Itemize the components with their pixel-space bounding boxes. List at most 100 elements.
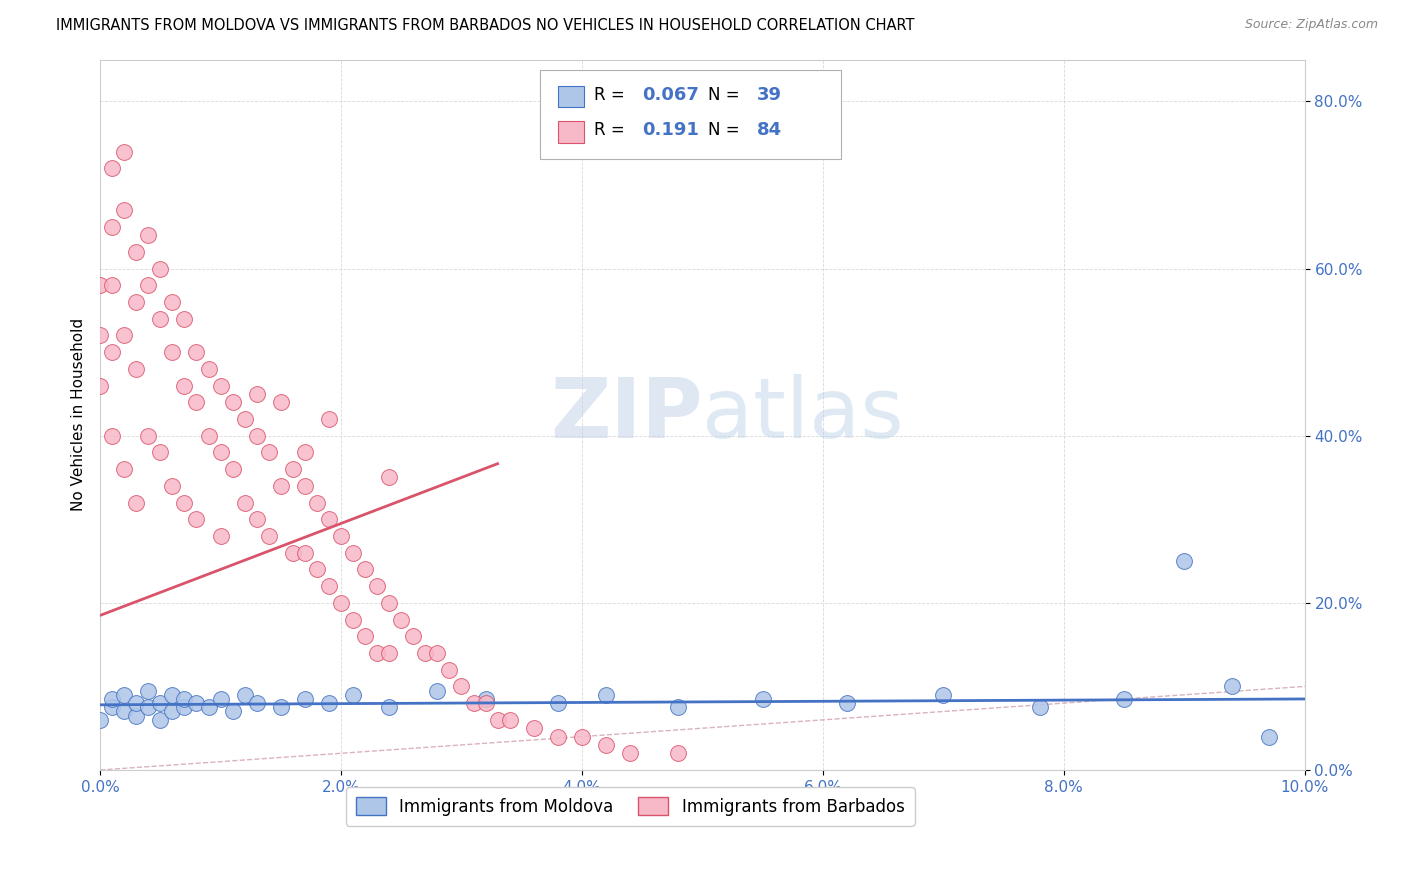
Point bbox=[294, 479, 316, 493]
Point bbox=[125, 361, 148, 376]
Point bbox=[89, 713, 111, 727]
Point bbox=[197, 361, 219, 376]
Point bbox=[186, 512, 208, 526]
Point bbox=[149, 311, 172, 326]
Point bbox=[318, 579, 340, 593]
Point bbox=[233, 495, 256, 509]
Point bbox=[547, 696, 569, 710]
Point bbox=[162, 345, 184, 359]
Point bbox=[173, 311, 195, 326]
Point bbox=[474, 692, 496, 706]
Point bbox=[523, 721, 546, 735]
Point bbox=[595, 688, 617, 702]
Point bbox=[101, 692, 124, 706]
Point bbox=[932, 688, 955, 702]
Point bbox=[426, 646, 449, 660]
Point bbox=[257, 445, 280, 459]
Legend: Immigrants from Moldova, Immigrants from Barbados: Immigrants from Moldova, Immigrants from… bbox=[346, 788, 914, 826]
Point bbox=[221, 705, 243, 719]
Point bbox=[136, 683, 159, 698]
Point bbox=[221, 462, 243, 476]
Point bbox=[1222, 680, 1244, 694]
Point bbox=[378, 470, 401, 484]
Point bbox=[246, 387, 269, 401]
Point bbox=[89, 378, 111, 392]
Text: ZIP: ZIP bbox=[550, 375, 703, 455]
Point bbox=[197, 428, 219, 442]
Point bbox=[571, 730, 593, 744]
Point bbox=[1028, 700, 1050, 714]
Point bbox=[378, 700, 401, 714]
Text: Source: ZipAtlas.com: Source: ZipAtlas.com bbox=[1244, 18, 1378, 31]
Y-axis label: No Vehicles in Household: No Vehicles in Household bbox=[72, 318, 86, 511]
Point bbox=[136, 428, 159, 442]
FancyBboxPatch shape bbox=[558, 121, 585, 143]
Point bbox=[450, 680, 472, 694]
Point bbox=[342, 546, 364, 560]
Point bbox=[246, 512, 269, 526]
Point bbox=[294, 692, 316, 706]
Point bbox=[366, 579, 388, 593]
Point bbox=[257, 529, 280, 543]
Point bbox=[294, 445, 316, 459]
Point bbox=[486, 713, 509, 727]
Point bbox=[101, 428, 124, 442]
Point bbox=[1257, 730, 1279, 744]
Point bbox=[101, 278, 124, 293]
Point bbox=[149, 445, 172, 459]
Point bbox=[342, 688, 364, 702]
FancyBboxPatch shape bbox=[540, 70, 841, 159]
Text: N =: N = bbox=[709, 86, 745, 103]
Point bbox=[136, 278, 159, 293]
Point bbox=[246, 696, 269, 710]
Point bbox=[125, 696, 148, 710]
Point bbox=[666, 700, 689, 714]
Point bbox=[162, 295, 184, 310]
Text: 84: 84 bbox=[756, 121, 782, 139]
Point bbox=[366, 646, 388, 660]
Point bbox=[595, 738, 617, 752]
Point bbox=[1173, 554, 1195, 568]
Point bbox=[354, 562, 377, 576]
Point bbox=[186, 395, 208, 409]
Point bbox=[149, 696, 172, 710]
Point bbox=[318, 412, 340, 426]
Point bbox=[112, 328, 135, 343]
Point bbox=[270, 479, 292, 493]
Point bbox=[197, 700, 219, 714]
Point bbox=[294, 546, 316, 560]
Point bbox=[270, 395, 292, 409]
Point bbox=[186, 696, 208, 710]
Point bbox=[305, 495, 328, 509]
Point bbox=[125, 708, 148, 723]
Point bbox=[378, 646, 401, 660]
FancyBboxPatch shape bbox=[558, 86, 585, 107]
Point bbox=[125, 244, 148, 259]
Point bbox=[112, 688, 135, 702]
Point bbox=[209, 445, 232, 459]
Point bbox=[186, 345, 208, 359]
Point bbox=[281, 462, 304, 476]
Point bbox=[415, 646, 437, 660]
Point bbox=[233, 688, 256, 702]
Point bbox=[136, 700, 159, 714]
Point bbox=[125, 495, 148, 509]
Text: IMMIGRANTS FROM MOLDOVA VS IMMIGRANTS FROM BARBADOS NO VEHICLES IN HOUSEHOLD COR: IMMIGRANTS FROM MOLDOVA VS IMMIGRANTS FR… bbox=[56, 18, 915, 33]
Point bbox=[751, 692, 773, 706]
Point bbox=[330, 529, 353, 543]
Point bbox=[666, 746, 689, 760]
Text: N =: N = bbox=[709, 121, 745, 139]
Text: R =: R = bbox=[593, 121, 636, 139]
Point bbox=[125, 295, 148, 310]
Point bbox=[89, 278, 111, 293]
Point bbox=[426, 683, 449, 698]
Point bbox=[835, 696, 858, 710]
Point bbox=[474, 696, 496, 710]
Point bbox=[619, 746, 641, 760]
Point bbox=[547, 730, 569, 744]
Point bbox=[354, 629, 377, 643]
Text: R =: R = bbox=[593, 86, 630, 103]
Point bbox=[112, 705, 135, 719]
Text: 39: 39 bbox=[756, 86, 782, 103]
Point bbox=[389, 613, 412, 627]
